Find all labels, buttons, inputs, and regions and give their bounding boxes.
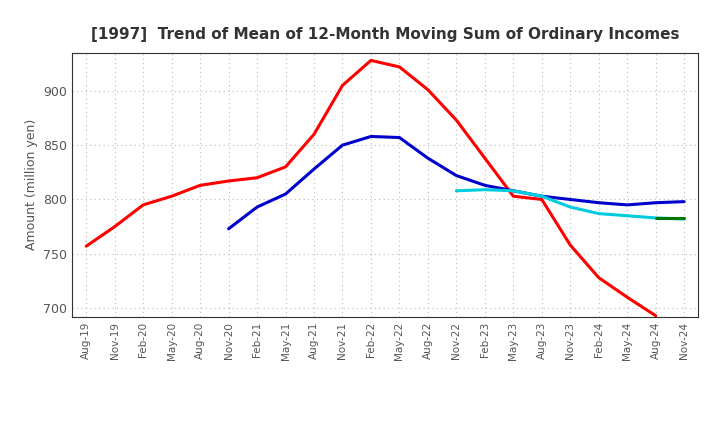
5 Years (225, 226, 233, 231)
3 Years (623, 295, 631, 300)
3 Years (452, 117, 461, 123)
3 Years (282, 164, 290, 169)
7 Years (480, 187, 489, 192)
10 Years (652, 215, 660, 220)
5 Years (652, 200, 660, 205)
5 Years (680, 199, 688, 204)
7 Years (537, 194, 546, 199)
3 Years (310, 132, 318, 137)
5 Years (423, 156, 432, 161)
5 Years (253, 205, 261, 210)
3 Years (253, 175, 261, 180)
5 Years (480, 183, 489, 188)
7 Years (652, 215, 660, 220)
3 Years (366, 58, 375, 63)
5 Years (310, 166, 318, 172)
7 Years (566, 205, 575, 210)
5 Years (282, 191, 290, 197)
3 Years (196, 183, 204, 188)
7 Years (623, 213, 631, 218)
5 Years (509, 188, 518, 194)
3 Years (338, 83, 347, 88)
7 Years (595, 211, 603, 216)
5 Years (338, 143, 347, 148)
3 Years (480, 156, 489, 161)
5 Years (566, 197, 575, 202)
3 Years (595, 275, 603, 280)
5 Years (366, 134, 375, 139)
3 Years (395, 64, 404, 70)
5 Years (395, 135, 404, 140)
3 Years (652, 313, 660, 319)
3 Years (82, 244, 91, 249)
3 Years (139, 202, 148, 208)
Y-axis label: Amount (million yen): Amount (million yen) (24, 119, 37, 250)
3 Years (566, 242, 575, 248)
Line: 7 Years: 7 Years (456, 190, 684, 219)
7 Years (509, 188, 518, 194)
7 Years (452, 188, 461, 194)
3 Years (537, 197, 546, 202)
7 Years (680, 216, 688, 222)
5 Years (623, 202, 631, 208)
5 Years (537, 194, 546, 199)
10 Years (680, 215, 688, 220)
3 Years (110, 224, 119, 229)
3 Years (423, 87, 432, 92)
Line: 3 Years: 3 Years (86, 60, 656, 316)
5 Years (595, 200, 603, 205)
Title: [1997]  Trend of Mean of 12-Month Moving Sum of Ordinary Incomes: [1997] Trend of Mean of 12-Month Moving … (91, 27, 680, 42)
3 Years (167, 194, 176, 199)
5 Years (452, 173, 461, 178)
3 Years (509, 194, 518, 199)
3 Years (225, 178, 233, 183)
Line: 5 Years: 5 Years (229, 136, 684, 229)
